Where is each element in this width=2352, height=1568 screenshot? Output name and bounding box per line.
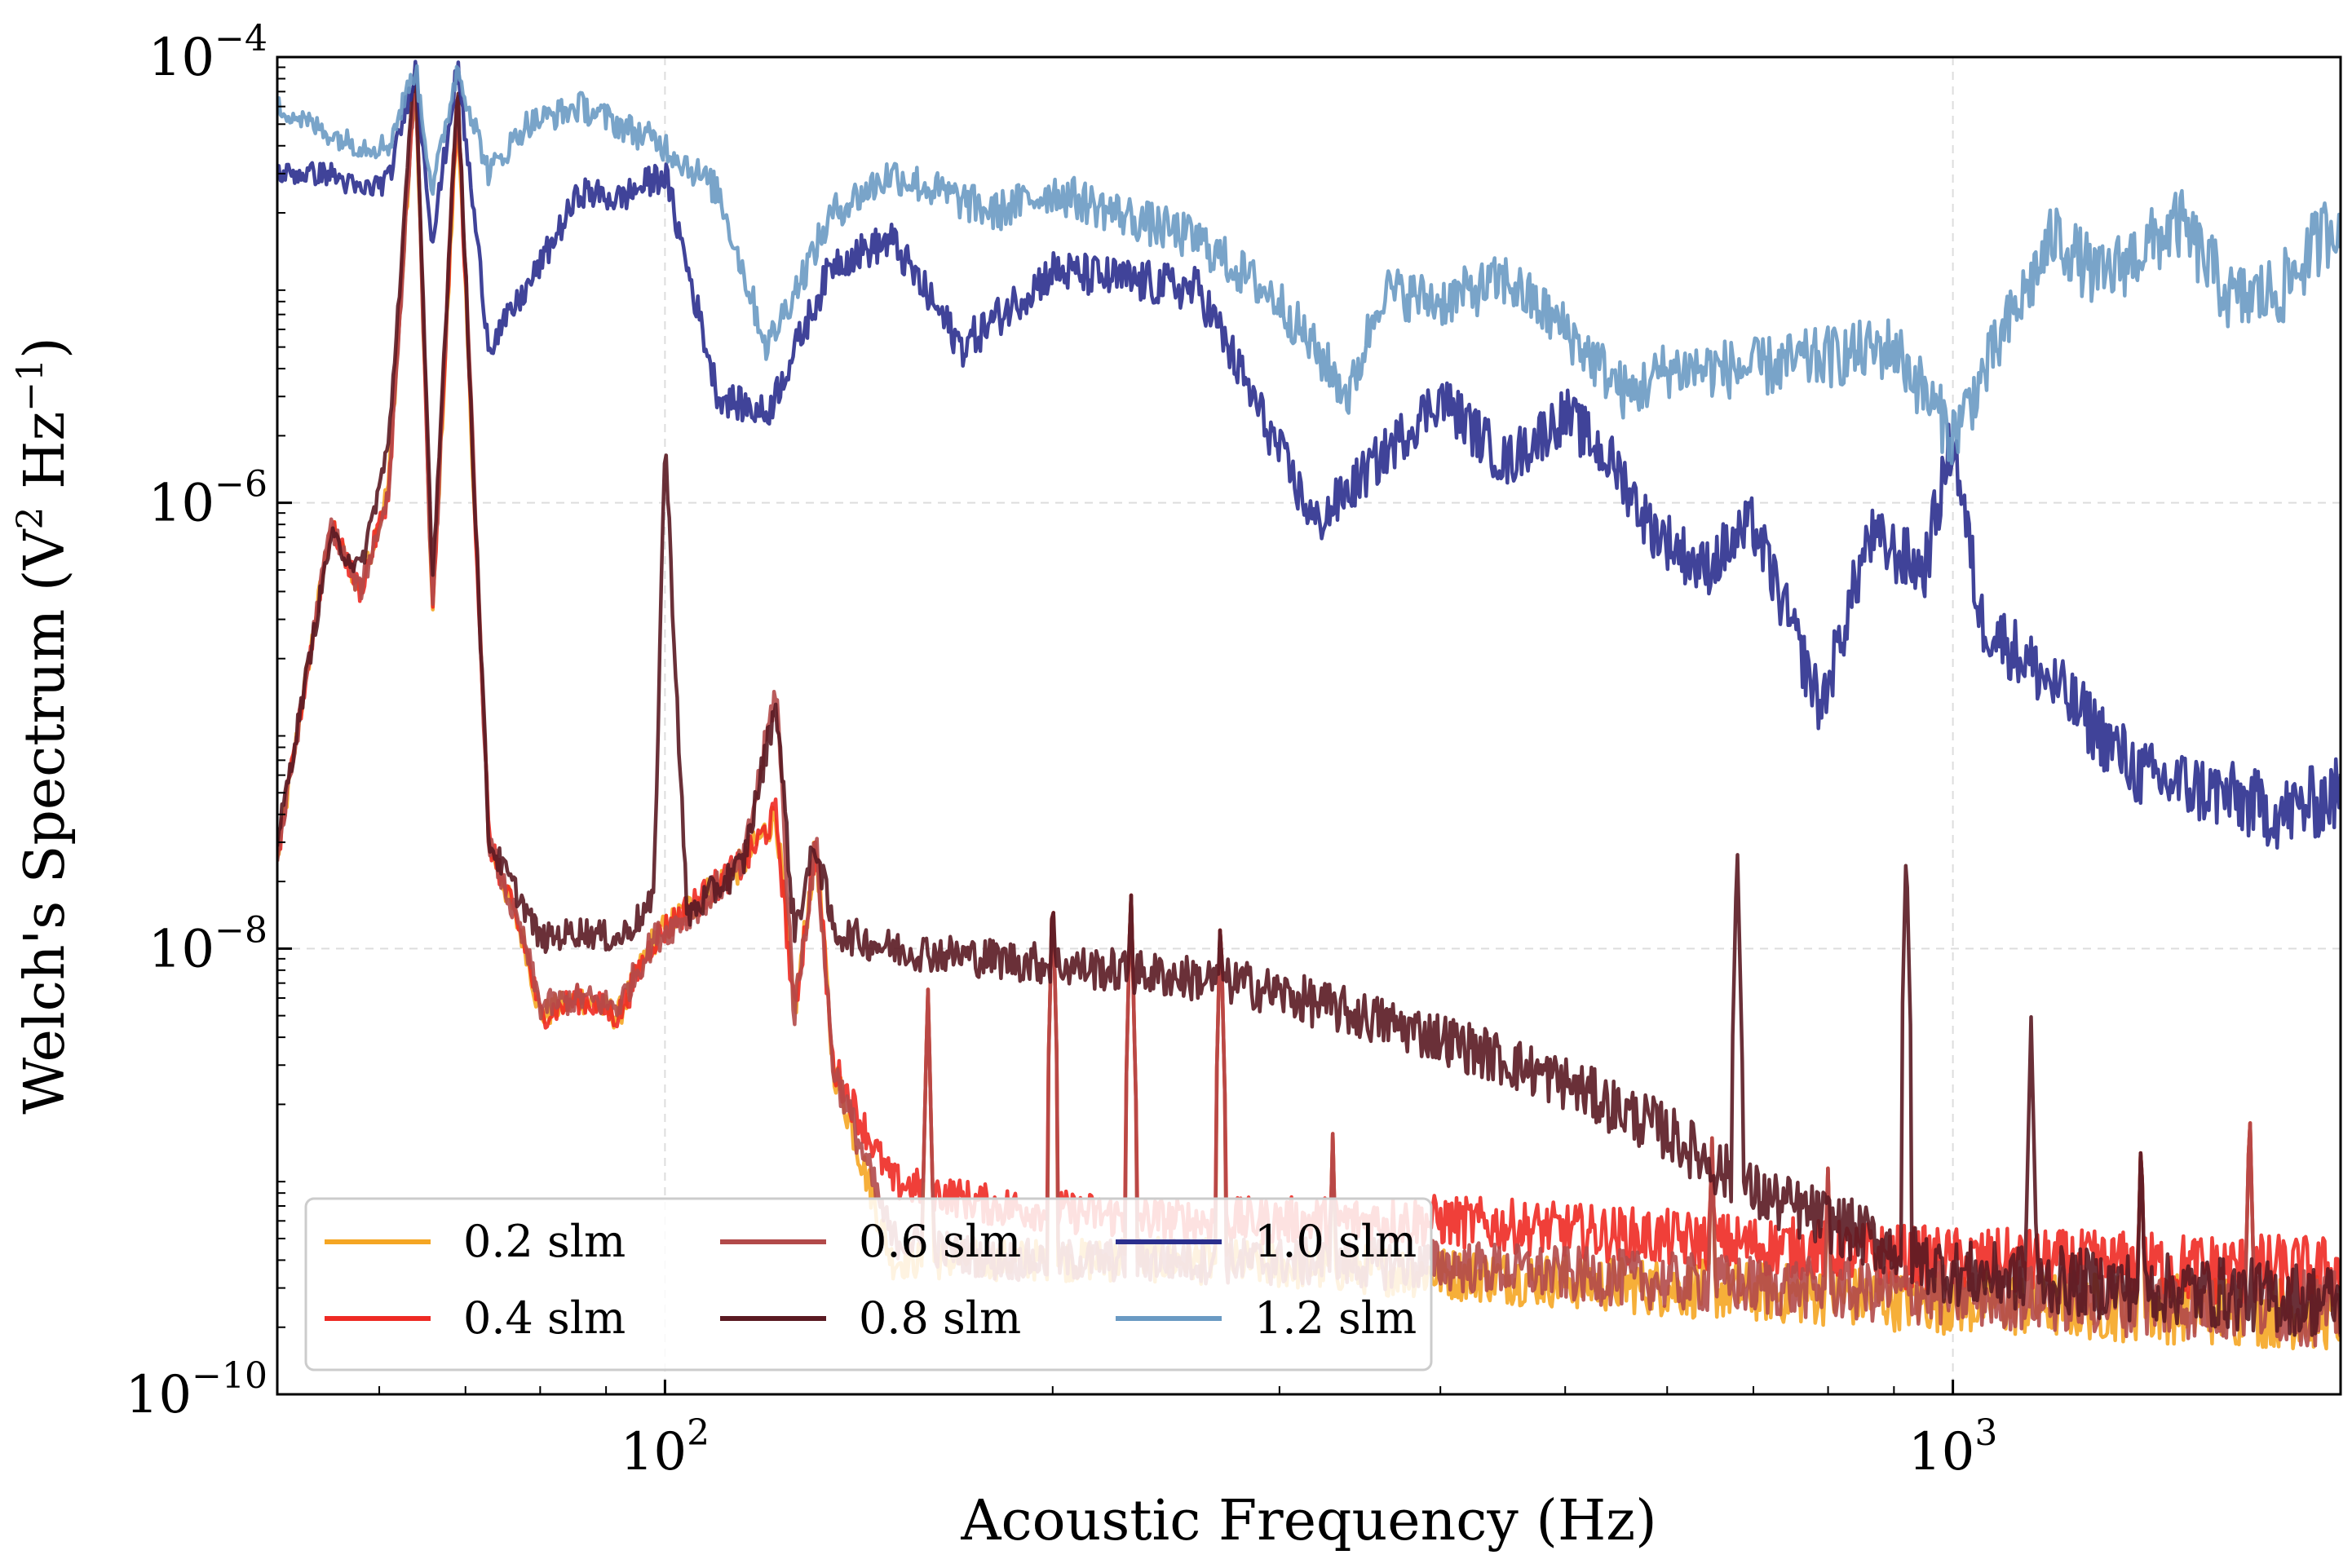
y-axis-title: Welch's Spectrum (V2 Hz−1) <box>10 337 77 1114</box>
series-line-1-2-slm <box>277 64 2341 466</box>
x-axis-title: Acoustic Frequency (Hz) <box>960 1489 1656 1553</box>
y-tick-label-3: 10−10 <box>126 1355 267 1425</box>
legend-label-1: 0.4 slm <box>463 1292 626 1344</box>
series-line-1-0-slm <box>277 60 2341 850</box>
legend-label-4: 1.0 slm <box>1254 1216 1417 1267</box>
x-tick-label-0: 102 <box>621 1412 710 1482</box>
plot-frame <box>276 55 2342 1396</box>
y-tick-label-1: 10−6 <box>148 464 267 534</box>
legend-label-5: 1.2 slm <box>1254 1292 1417 1344</box>
y-axis-title-sup1: 2 <box>10 506 51 529</box>
legend-label-2: 0.6 slm <box>859 1216 1021 1267</box>
y-tick-label-2: 10−8 <box>148 909 267 979</box>
y-axis-title-prefix: Welch's Spectrum (V <box>13 528 77 1115</box>
grid <box>277 56 2341 1395</box>
series-line-0-8-slm <box>277 68 2341 1337</box>
y-axis-title-suffix: ) <box>13 337 77 359</box>
ticks: 102 103 10−4 10−6 10−8 10−10 <box>126 18 1998 1482</box>
series-line-0-4-slm <box>277 75 2341 1308</box>
legend-label-3: 0.8 slm <box>859 1292 1021 1344</box>
series-group <box>277 60 2341 1351</box>
x-tick-label-1: 103 <box>1908 1412 1997 1482</box>
y-axis-title-mid: Hz <box>13 412 77 507</box>
y-axis-title-sup2: −1 <box>10 359 51 412</box>
y-tick-label-0: 10−4 <box>148 18 267 88</box>
legend-label-0: 0.2 slm <box>463 1216 626 1267</box>
legend: 0.2 slm 0.4 slm 0.6 slm 0.8 slm 1.0 slm 1.2 s… <box>304 1197 1433 1371</box>
